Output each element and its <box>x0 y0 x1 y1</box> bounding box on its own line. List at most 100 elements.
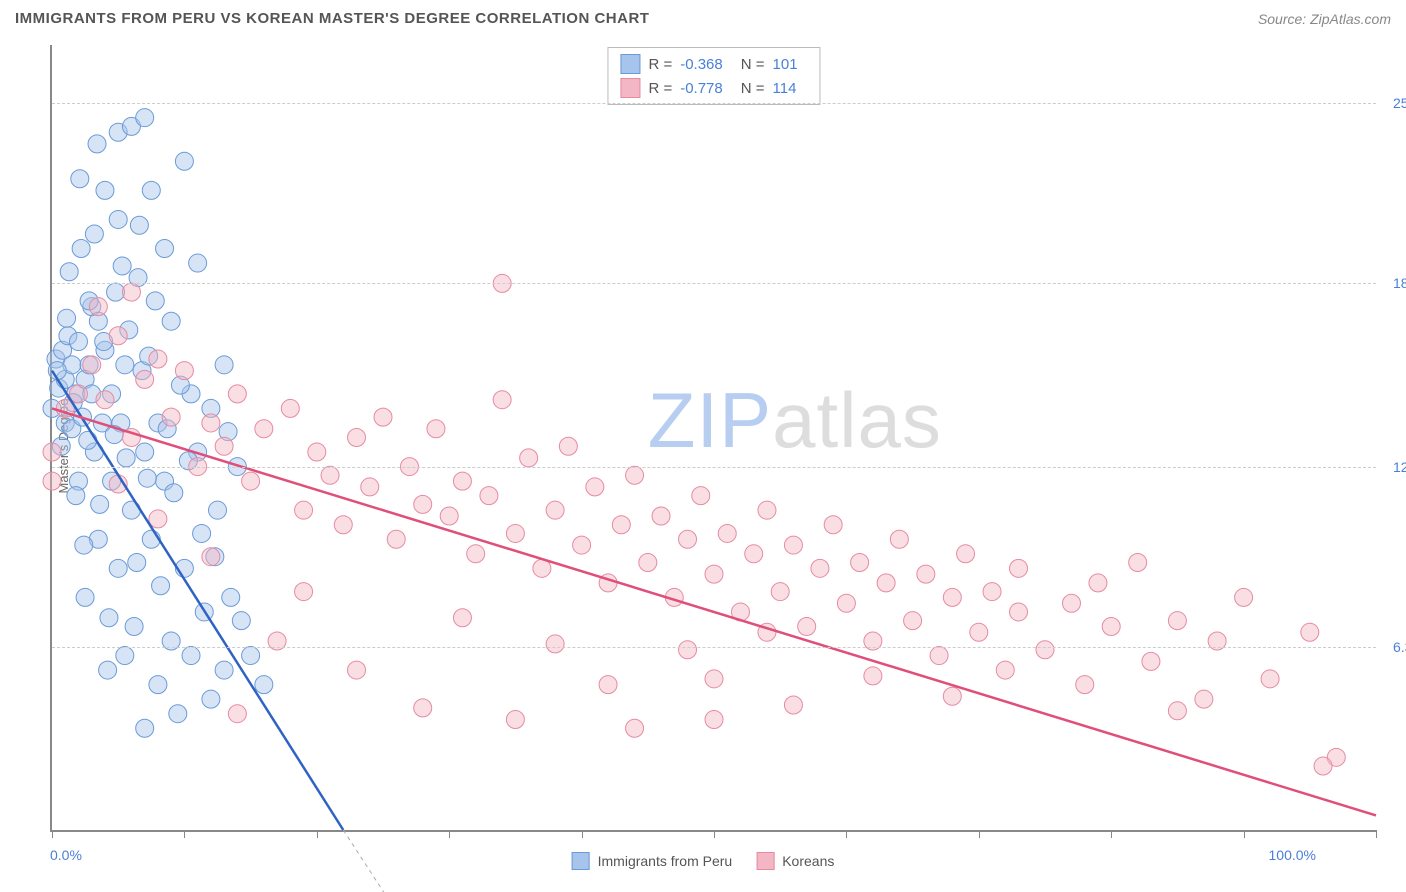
x-tick <box>979 830 980 838</box>
scatter-point <box>142 181 160 199</box>
scatter-point <box>1062 594 1080 612</box>
scatter-point <box>136 443 154 461</box>
scatter-point <box>414 495 432 513</box>
source-name: ZipAtlas.com <box>1310 11 1391 27</box>
scatter-point <box>440 507 458 525</box>
scatter-point <box>43 443 61 461</box>
scatter-point <box>122 283 140 301</box>
scatter-point <box>851 554 869 572</box>
scatter-point <box>146 292 164 310</box>
scatter-point <box>1142 652 1160 670</box>
scatter-point <box>1168 612 1186 630</box>
scatter-point <box>76 588 94 606</box>
scatter-point <box>193 524 211 542</box>
scatter-point <box>202 548 220 566</box>
x-axis-min: 0.0% <box>50 847 82 863</box>
scatter-point <box>626 719 644 737</box>
chart-plot-area: ZIPatlas R = -0.368 N = 101 R = -0.778 N… <box>50 45 1376 832</box>
scatter-point <box>1261 670 1279 688</box>
scatter-point <box>626 466 644 484</box>
x-tick <box>714 830 715 838</box>
scatter-point <box>970 623 988 641</box>
scatter-point <box>89 298 107 316</box>
scatter-point <box>215 661 233 679</box>
scatter-point <box>295 501 313 519</box>
scatter-point <box>116 647 134 665</box>
scatter-point <box>109 327 127 345</box>
scatter-point <box>228 705 246 723</box>
scatter-point <box>72 240 90 258</box>
scatter-point <box>798 617 816 635</box>
scatter-point <box>586 478 604 496</box>
scatter-point <box>983 583 1001 601</box>
scatter-point <box>427 420 445 438</box>
scatter-point <box>1195 690 1213 708</box>
scatter-point <box>295 583 313 601</box>
scatter-point <box>156 240 174 258</box>
scatter-point <box>864 667 882 685</box>
scatter-point <box>202 690 220 708</box>
scatter-point <box>334 516 352 534</box>
scatter-point <box>281 399 299 417</box>
scatter-point <box>824 516 842 534</box>
scatter-point <box>60 263 78 281</box>
scatter-point <box>718 524 736 542</box>
scatter-point <box>136 370 154 388</box>
scatter-point <box>837 594 855 612</box>
scatter-point <box>1010 603 1028 621</box>
gridline <box>52 283 1376 284</box>
scatter-point <box>1102 617 1120 635</box>
scatter-point <box>374 408 392 426</box>
scatter-point <box>136 719 154 737</box>
scatter-point <box>83 356 101 374</box>
scatter-point <box>1089 574 1107 592</box>
scatter-point <box>705 565 723 583</box>
scatter-point <box>67 487 85 505</box>
scatter-point <box>348 661 366 679</box>
scatter-point <box>745 545 763 563</box>
scatter-point <box>175 152 193 170</box>
scatter-point <box>1168 702 1186 720</box>
scatter-point <box>138 469 156 487</box>
chart-header: IMMIGRANTS FROM PERU VS KOREAN MASTER'S … <box>15 10 1391 27</box>
scatter-point <box>128 554 146 572</box>
legend-label-koreans: Koreans <box>782 853 834 869</box>
x-tick <box>582 830 583 838</box>
scatter-point <box>232 612 250 630</box>
legend-swatch-peru <box>572 852 590 870</box>
x-tick <box>1376 830 1377 838</box>
scatter-point <box>242 647 260 665</box>
scatter-point <box>222 588 240 606</box>
x-tick <box>1244 830 1245 838</box>
scatter-point <box>493 391 511 409</box>
scatter-point <box>85 225 103 243</box>
scatter-point <box>107 283 125 301</box>
scatter-point <box>202 414 220 432</box>
scatter-point <box>453 472 471 490</box>
scatter-point <box>152 577 170 595</box>
scatter-point <box>215 356 233 374</box>
gridline <box>52 103 1376 104</box>
scatter-point <box>209 501 227 519</box>
y-tick-label: 12.5% <box>1381 459 1406 475</box>
scatter-point <box>1010 559 1028 577</box>
scatter-point <box>957 545 975 563</box>
scatter-point <box>599 676 617 694</box>
scatter-point <box>480 487 498 505</box>
scatter-point <box>43 472 61 490</box>
y-tick-label: 6.3% <box>1381 639 1406 655</box>
trend-line <box>52 371 343 830</box>
scatter-point <box>189 254 207 272</box>
scatter-point <box>679 641 697 659</box>
scatter-point <box>877 574 895 592</box>
scatter-point <box>467 545 485 563</box>
chart-title: IMMIGRANTS FROM PERU VS KOREAN MASTER'S … <box>15 10 649 27</box>
scatter-point <box>149 510 167 528</box>
scatter-point <box>679 530 697 548</box>
scatter-svg <box>52 45 1376 830</box>
legend-item-koreans: Koreans <box>756 852 834 870</box>
scatter-point <box>784 696 802 714</box>
source-prefix: Source: <box>1258 11 1310 27</box>
scatter-point <box>149 676 167 694</box>
scatter-point <box>109 210 127 228</box>
